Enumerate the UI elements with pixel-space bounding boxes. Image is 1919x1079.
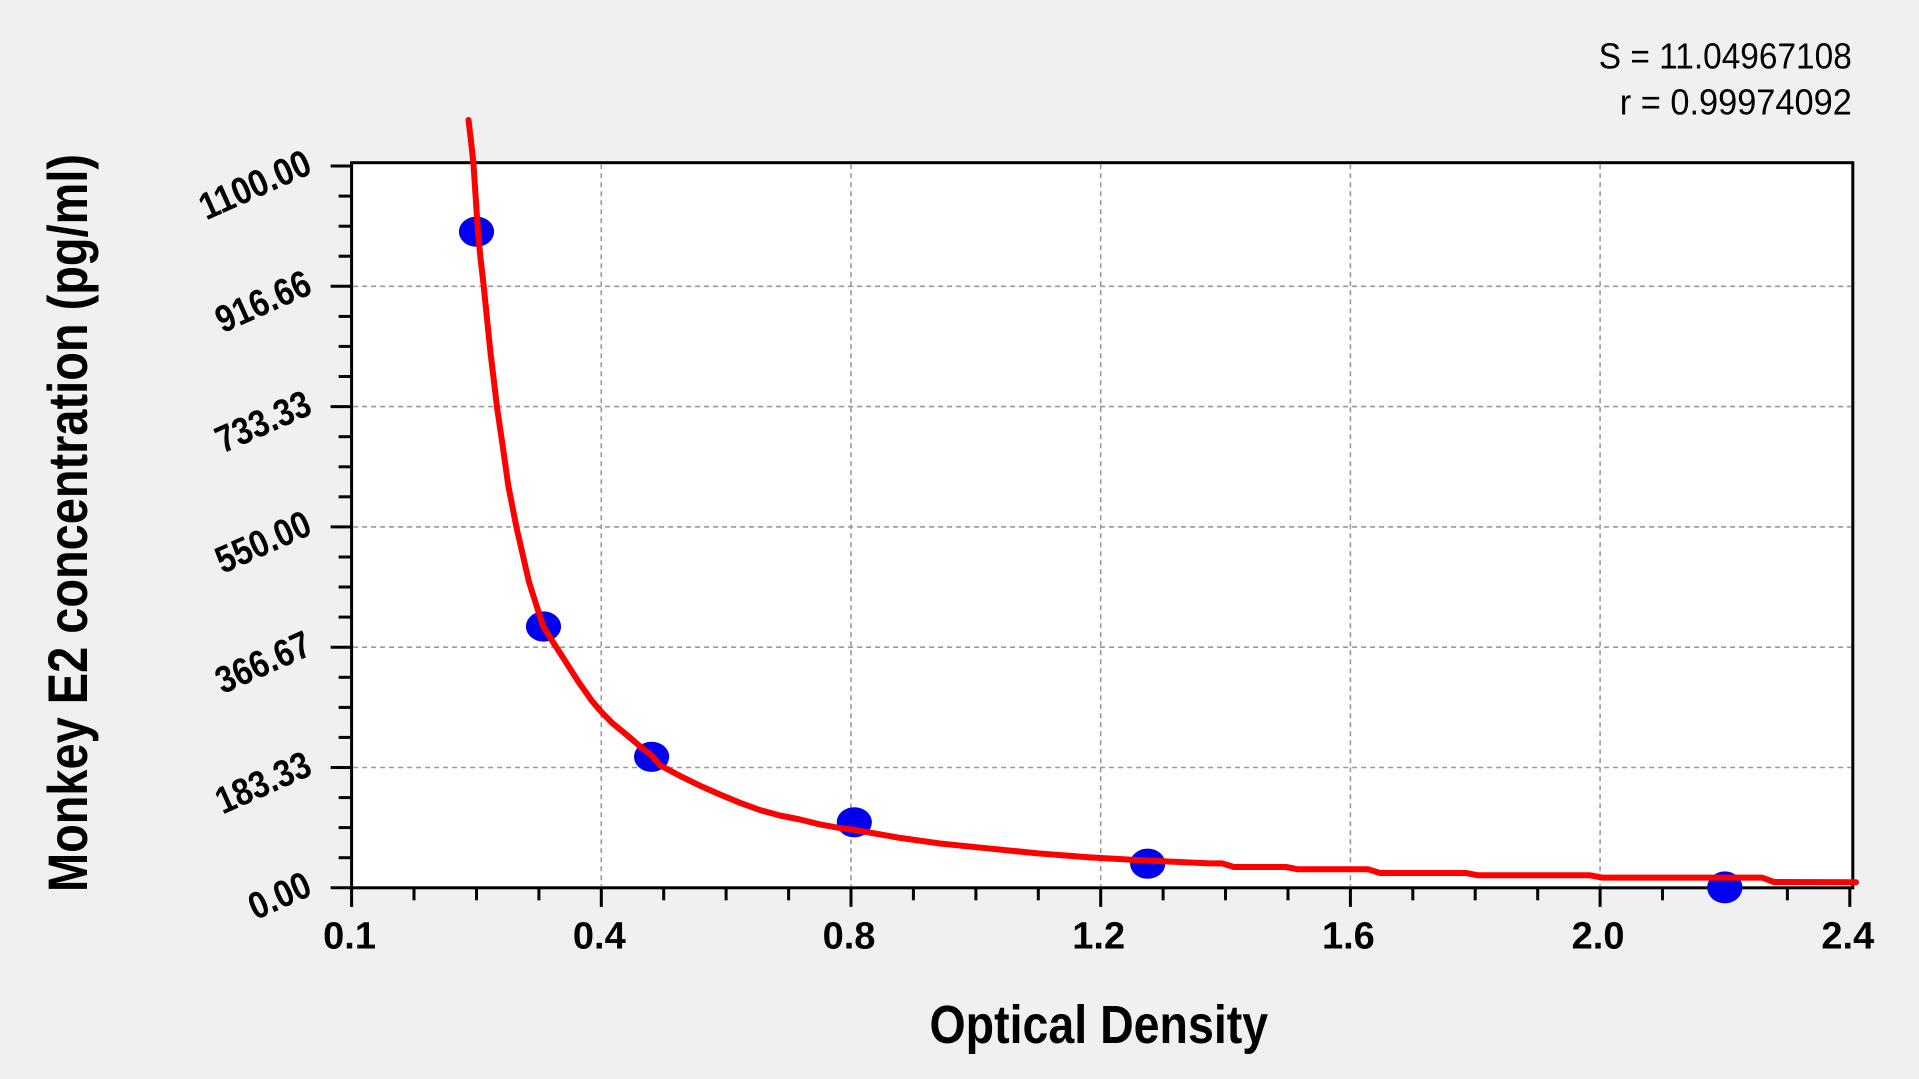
svg-text:0.8: 0.8 <box>823 915 876 957</box>
svg-text:2.4: 2.4 <box>1821 915 1874 957</box>
svg-text:0.1: 0.1 <box>323 915 376 957</box>
svg-text:0.4: 0.4 <box>573 915 626 957</box>
svg-text:1.6: 1.6 <box>1322 915 1375 957</box>
svg-text:Optical Density: Optical Density <box>930 995 1269 1055</box>
svg-text:Monkey E2 concentration (pg/ml: Monkey E2 concentration (pg/ml) <box>36 154 99 892</box>
svg-text:1.2: 1.2 <box>1072 915 1125 957</box>
svg-text:r = 0.99974092: r = 0.99974092 <box>1620 82 1852 123</box>
svg-text:S = 11.04967108: S = 11.04967108 <box>1599 36 1852 77</box>
svg-text:2.0: 2.0 <box>1572 915 1625 957</box>
